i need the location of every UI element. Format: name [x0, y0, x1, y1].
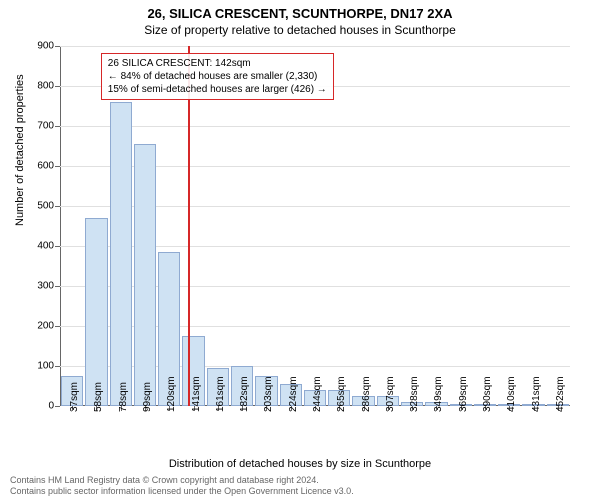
x-tick-label: 161sqm — [215, 376, 226, 412]
x-tick-label: 328sqm — [409, 376, 420, 412]
x-tick-label: 286sqm — [361, 376, 372, 412]
y-tick-mark — [55, 166, 60, 167]
chart-title: 26, SILICA CRESCENT, SCUNTHORPE, DN17 2X… — [0, 0, 600, 21]
y-tick-mark — [55, 366, 60, 367]
annotation-line: 15% of semi-detached houses are larger (… — [108, 83, 327, 96]
y-tick-label: 800 — [37, 81, 54, 92]
footer-line-1: Contains HM Land Registry data © Crown c… — [10, 475, 354, 486]
x-tick-label: 58sqm — [93, 382, 104, 412]
footer-attribution: Contains HM Land Registry data © Crown c… — [10, 475, 354, 497]
y-tick-mark — [55, 86, 60, 87]
y-tick-label: 200 — [37, 321, 54, 332]
y-tick-label: 600 — [37, 161, 54, 172]
y-axis-line — [60, 46, 61, 406]
x-tick-label: 182sqm — [239, 376, 250, 412]
x-tick-label: 265sqm — [336, 376, 347, 412]
histogram-bar — [110, 102, 132, 406]
x-tick-label: 307sqm — [385, 376, 396, 412]
x-axis-title: Distribution of detached houses by size … — [0, 458, 600, 470]
y-tick-label: 0 — [48, 401, 54, 412]
y-tick-mark — [55, 286, 60, 287]
chart-container: 26, SILICA CRESCENT, SCUNTHORPE, DN17 2X… — [0, 0, 600, 500]
x-tick-label: 390sqm — [482, 376, 493, 412]
y-tick-label: 400 — [37, 241, 54, 252]
x-tick-label: 452sqm — [555, 376, 566, 412]
grid-line — [60, 46, 570, 47]
y-tick-mark — [55, 326, 60, 327]
x-tick-label: 203sqm — [263, 376, 274, 412]
annotation-line: 26 SILICA CRESCENT: 142sqm — [108, 57, 327, 70]
x-tick-label: 99sqm — [142, 382, 153, 412]
x-tick-label: 349sqm — [433, 376, 444, 412]
histogram-bar — [134, 144, 156, 406]
x-tick-label: 120sqm — [166, 376, 177, 412]
grid-line — [60, 126, 570, 127]
y-axis-title: Number of detached properties — [14, 74, 26, 226]
y-tick-label: 500 — [37, 201, 54, 212]
x-tick-label: 431sqm — [531, 376, 542, 412]
x-tick-label: 37sqm — [69, 382, 80, 412]
y-tick-mark — [55, 246, 60, 247]
annotation-box: 26 SILICA CRESCENT: 142sqm← 84% of detac… — [101, 53, 334, 100]
y-tick-label: 100 — [37, 361, 54, 372]
chart-subtitle: Size of property relative to detached ho… — [0, 21, 600, 37]
x-tick-label: 410sqm — [506, 376, 517, 412]
plot-area: 010020030040050060070080090037sqm58sqm78… — [60, 46, 570, 406]
x-tick-label: 369sqm — [458, 376, 469, 412]
x-tick-label: 78sqm — [118, 382, 129, 412]
x-tick-label: 244sqm — [312, 376, 323, 412]
y-tick-mark — [55, 406, 60, 407]
y-tick-label: 900 — [37, 41, 54, 52]
x-tick-label: 224sqm — [288, 376, 299, 412]
footer-line-2: Contains public sector information licen… — [10, 486, 354, 497]
y-tick-label: 300 — [37, 281, 54, 292]
annotation-line: ← 84% of detached houses are smaller (2,… — [108, 70, 327, 83]
y-tick-mark — [55, 206, 60, 207]
y-tick-mark — [55, 126, 60, 127]
y-tick-label: 700 — [37, 121, 54, 132]
x-tick-label: 141sqm — [191, 376, 202, 412]
y-tick-mark — [55, 46, 60, 47]
histogram-bar — [85, 218, 107, 406]
